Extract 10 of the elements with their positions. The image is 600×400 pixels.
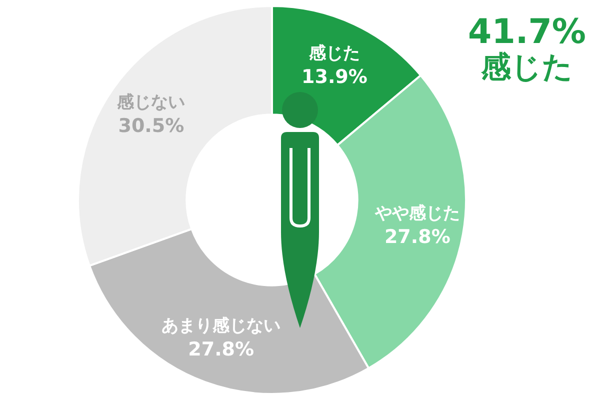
slice-label: 感じない — [116, 92, 186, 113]
data-label: 13.9% — [302, 66, 368, 88]
slice-label: あまり感じない — [162, 316, 281, 336]
data-label: 30.5% — [118, 115, 184, 138]
slice-label: やや感じた — [374, 203, 460, 224]
data-label: 27.8% — [188, 338, 254, 361]
slice-label: 感じた — [308, 44, 360, 64]
text: 感じた — [480, 50, 574, 86]
text: 41.7% — [468, 12, 586, 52]
data-label: 27.8% — [384, 226, 450, 248]
